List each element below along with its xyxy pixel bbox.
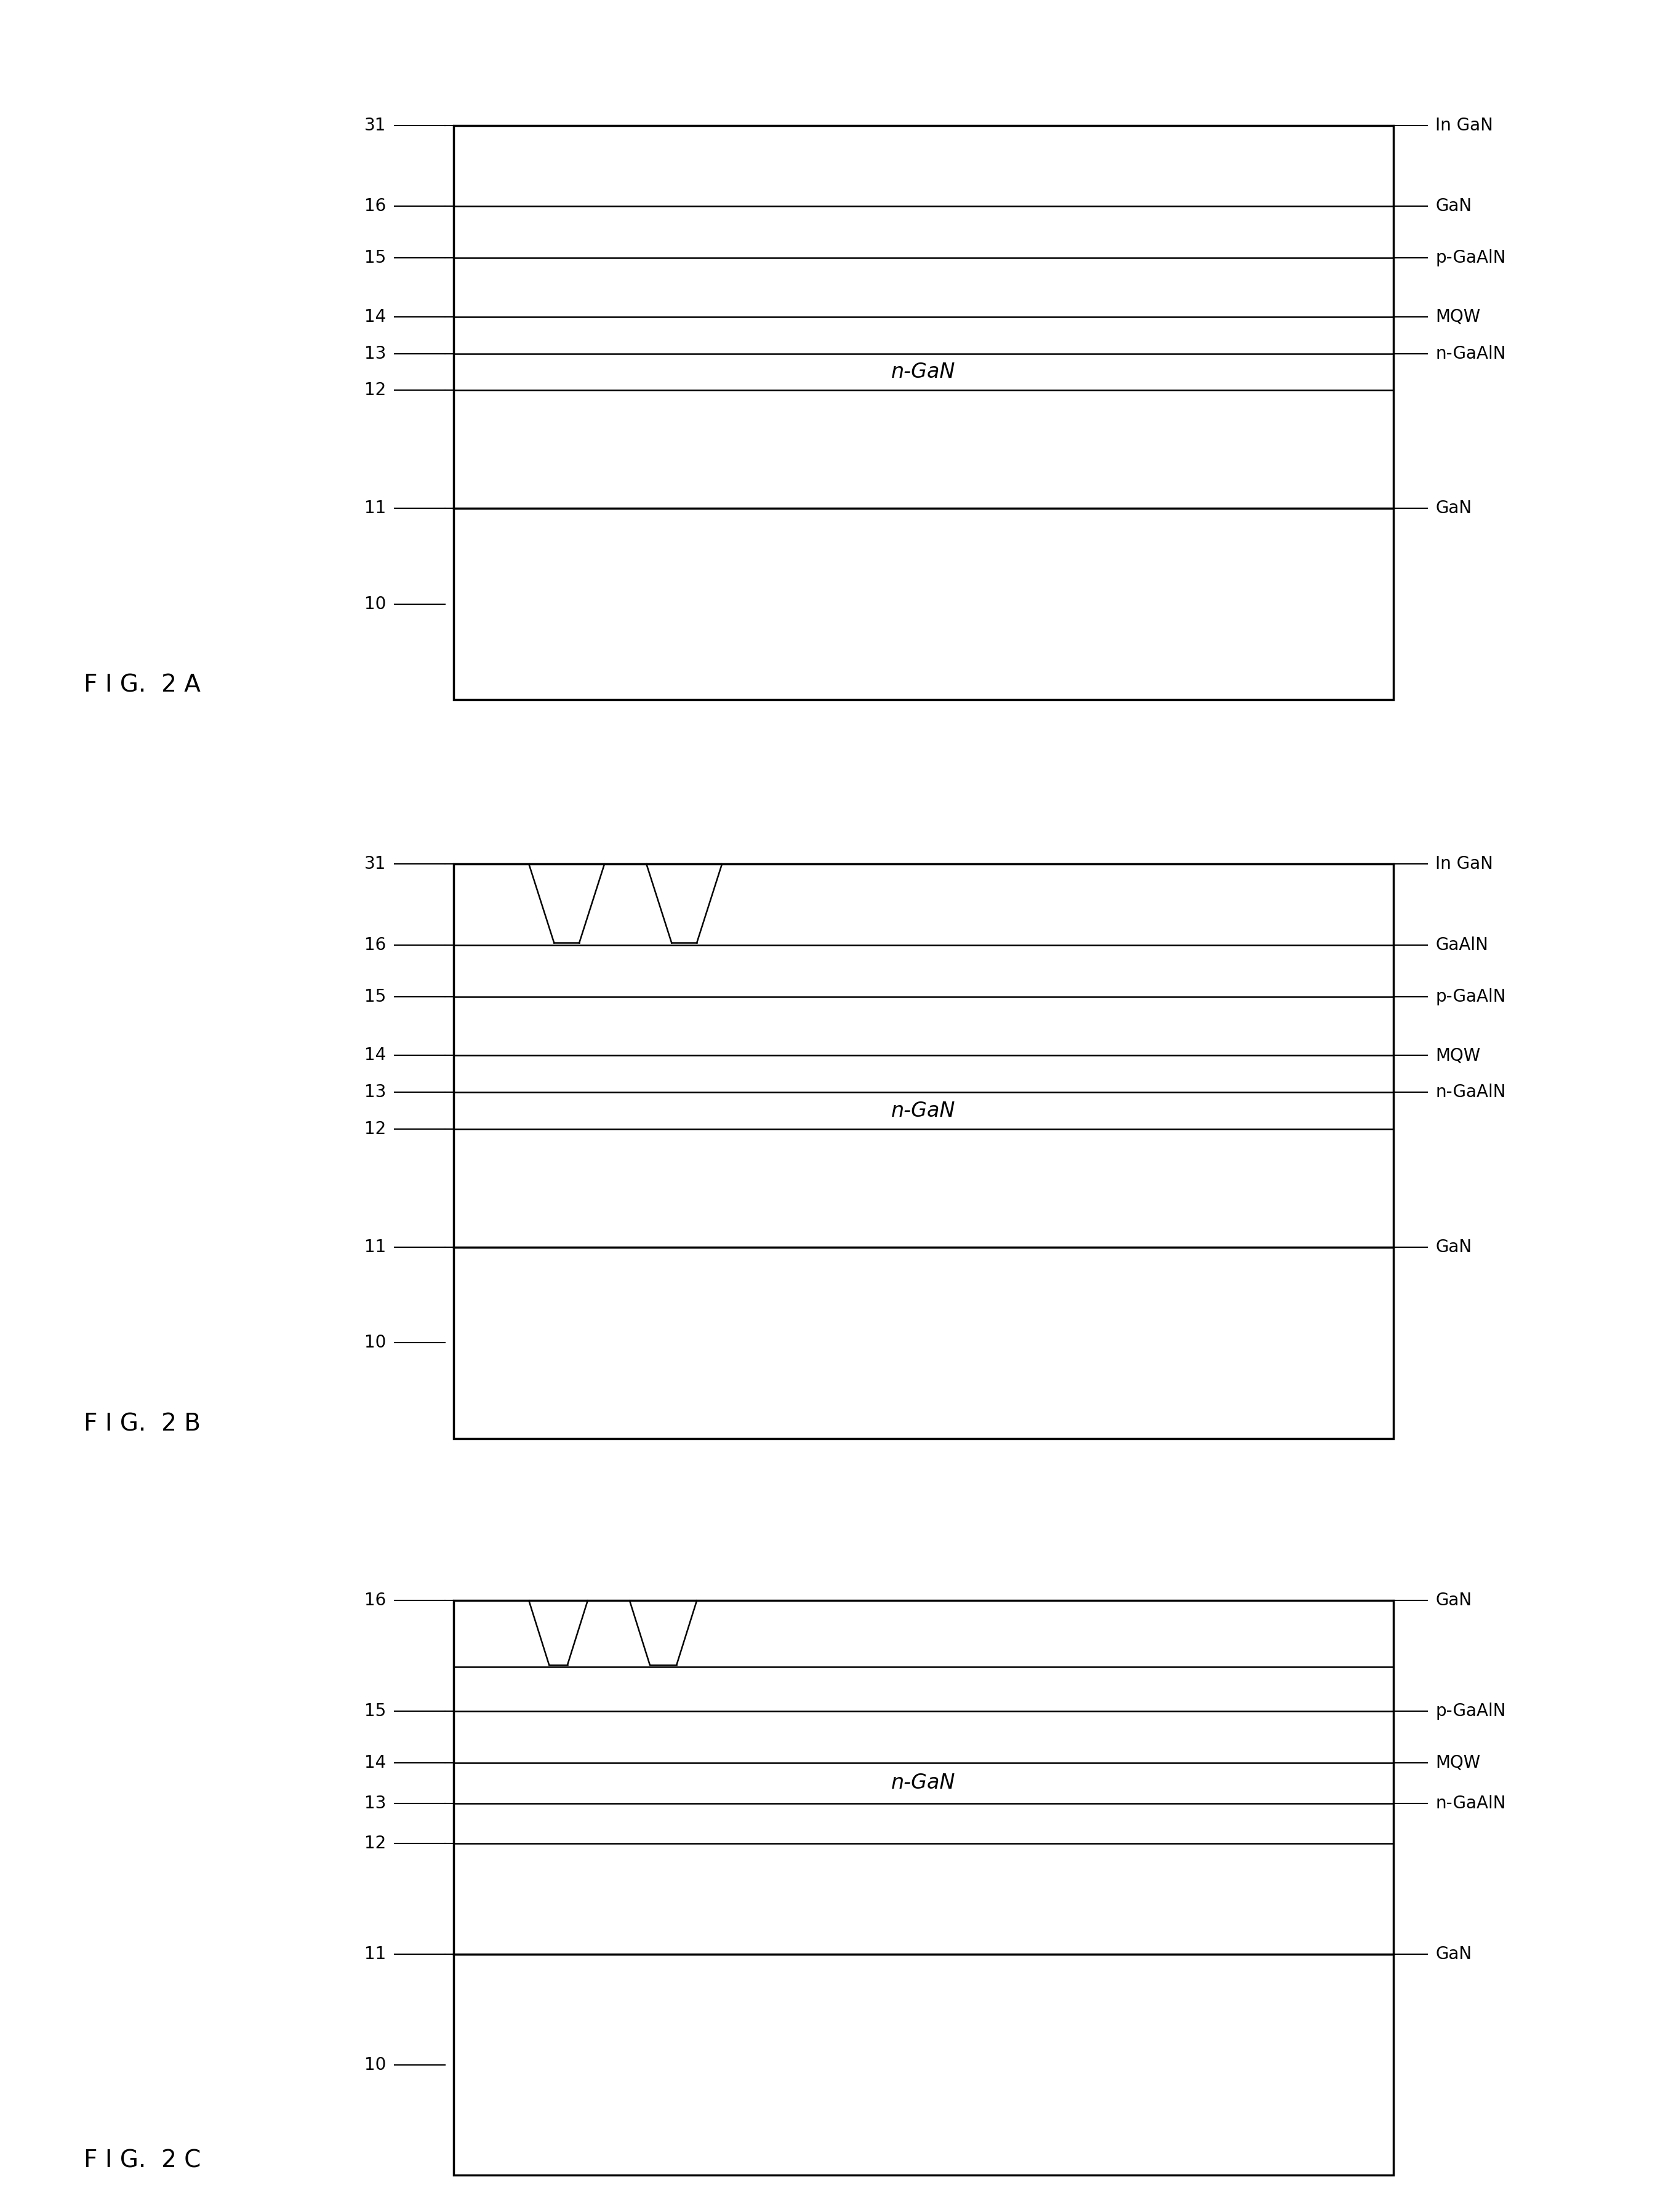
Text: 15: 15 [364, 1703, 386, 1719]
Text: 16: 16 [364, 197, 386, 215]
Text: 13: 13 [364, 345, 386, 363]
Text: 15: 15 [364, 250, 386, 265]
Text: 16: 16 [364, 1593, 386, 1610]
Text: F I G.  2 A: F I G. 2 A [84, 672, 201, 697]
Text: 14: 14 [364, 307, 386, 325]
Text: 12: 12 [364, 1836, 386, 1851]
Text: n-GaN: n-GaN [892, 1102, 955, 1121]
Bar [453, 509, 1394, 699]
Text: 11: 11 [364, 500, 386, 518]
Text: GaAlN: GaAlN [1436, 936, 1488, 953]
Bar [453, 865, 1394, 1248]
Text: F I G.  2 B: F I G. 2 B [84, 1411, 201, 1436]
Text: p-GaAlN: p-GaAlN [1436, 250, 1506, 265]
Text: 10: 10 [364, 595, 386, 613]
Text: MQW: MQW [1436, 307, 1481, 325]
Text: GaN: GaN [1436, 197, 1472, 215]
Text: 12: 12 [364, 383, 386, 398]
Bar [453, 1953, 1394, 2174]
Text: GaN: GaN [1436, 1239, 1472, 1256]
Text: MQW: MQW [1436, 1046, 1481, 1064]
Text: n-GaN: n-GaN [892, 363, 955, 383]
Text: 15: 15 [364, 989, 386, 1004]
Text: F I G.  2 C: F I G. 2 C [84, 2148, 201, 2172]
Text: 16: 16 [364, 936, 386, 953]
Text: In GaN: In GaN [1436, 856, 1493, 874]
Text: 13: 13 [364, 1084, 386, 1102]
Text: 12: 12 [364, 1121, 386, 1137]
Text: 11: 11 [364, 1947, 386, 1962]
Text: GaN: GaN [1436, 500, 1472, 518]
Text: 31: 31 [364, 856, 386, 874]
Text: 31: 31 [364, 117, 386, 135]
Text: n-GaN: n-GaN [892, 1772, 955, 1794]
Text: n-GaAlN: n-GaAlN [1436, 345, 1506, 363]
Text: 14: 14 [364, 1046, 386, 1064]
Text: 13: 13 [364, 1794, 386, 1812]
Text: p-GaAlN: p-GaAlN [1436, 1703, 1506, 1719]
Text: 10: 10 [364, 2057, 386, 2073]
Bar [453, 1248, 1394, 1438]
Text: n-GaAlN: n-GaAlN [1436, 1794, 1506, 1812]
Bar [453, 126, 1394, 509]
Text: MQW: MQW [1436, 1754, 1481, 1772]
Text: 11: 11 [364, 1239, 386, 1256]
Text: n-GaAlN: n-GaAlN [1436, 1084, 1506, 1102]
Text: 10: 10 [364, 1334, 386, 1352]
Text: GaN: GaN [1436, 1593, 1472, 1610]
Text: p-GaAlN: p-GaAlN [1436, 989, 1506, 1004]
Bar [453, 1601, 1394, 1953]
Text: 14: 14 [364, 1754, 386, 1772]
Text: GaN: GaN [1436, 1947, 1472, 1962]
Text: In GaN: In GaN [1436, 117, 1493, 135]
